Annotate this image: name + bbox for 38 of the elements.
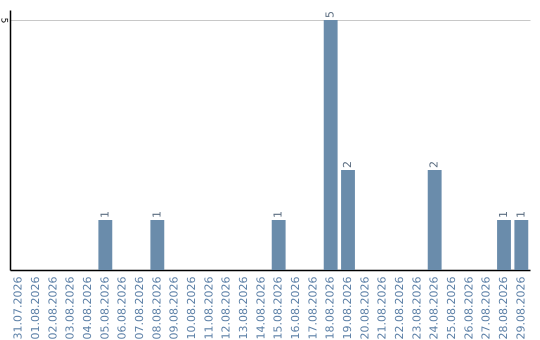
data-label: 2 bbox=[341, 161, 354, 168]
x-tick-label: 01.08.2026 bbox=[29, 276, 42, 340]
x-tick-label: 15.08.2026 bbox=[272, 276, 285, 340]
x-tick-label: 22.08.2026 bbox=[393, 276, 406, 340]
x-tick-label: 27.08.2026 bbox=[480, 276, 493, 340]
x-tick-label: 26.08.2026 bbox=[462, 276, 476, 340]
data-label: 1 bbox=[150, 211, 164, 218]
x-tick-label: 07.08.2026 bbox=[133, 276, 146, 340]
x-tick-label: 02.08.2026 bbox=[46, 276, 60, 340]
data-label: 1 bbox=[98, 211, 112, 218]
x-tick-label: 25.08.2026 bbox=[445, 276, 458, 340]
x-tick-label: 24.08.2026 bbox=[428, 276, 441, 340]
x-tick-label: 10.08.2026 bbox=[185, 276, 198, 340]
x-tick-label: 04.08.2026 bbox=[81, 276, 94, 340]
x-tick-label: 18.08.2026 bbox=[324, 276, 337, 340]
x-tick-label: 29.08.2026 bbox=[514, 276, 528, 340]
x-tick-label: 13.08.2026 bbox=[237, 276, 250, 340]
x-tick-label: 17.08.2026 bbox=[306, 276, 320, 340]
x-tick-label: 23.08.2026 bbox=[410, 276, 424, 340]
x-tick-label: 16.08.2026 bbox=[289, 276, 302, 340]
x-tick-label: 31.07.2026 bbox=[12, 276, 25, 340]
data-label: 5 bbox=[324, 11, 337, 18]
x-tick-label: 09.08.2026 bbox=[168, 276, 181, 340]
data-label: 1 bbox=[497, 211, 510, 218]
x-tick-label: 20.08.2026 bbox=[358, 276, 372, 340]
data-label: 2 bbox=[428, 161, 441, 168]
x-tick-label: 28.08.2026 bbox=[497, 276, 510, 340]
x-tick-label: 11.08.2026 bbox=[202, 276, 216, 340]
data-label: 1 bbox=[272, 211, 285, 218]
x-tick-label: 14.08.2026 bbox=[254, 276, 268, 340]
x-tick-label: 12.08.2026 bbox=[220, 276, 233, 340]
x-tick-label: 03.08.2026 bbox=[64, 276, 77, 340]
x-tick-label: 05.08.2026 bbox=[98, 276, 112, 340]
x-tick-label: 19.08.2026 bbox=[341, 276, 354, 340]
x-tick-label: 08.08.2026 bbox=[150, 276, 164, 340]
x-tick-label: 21.08.2026 bbox=[376, 276, 389, 340]
x-tick-label: 06.08.2026 bbox=[116, 276, 129, 340]
data-label: 1 bbox=[514, 211, 528, 218]
